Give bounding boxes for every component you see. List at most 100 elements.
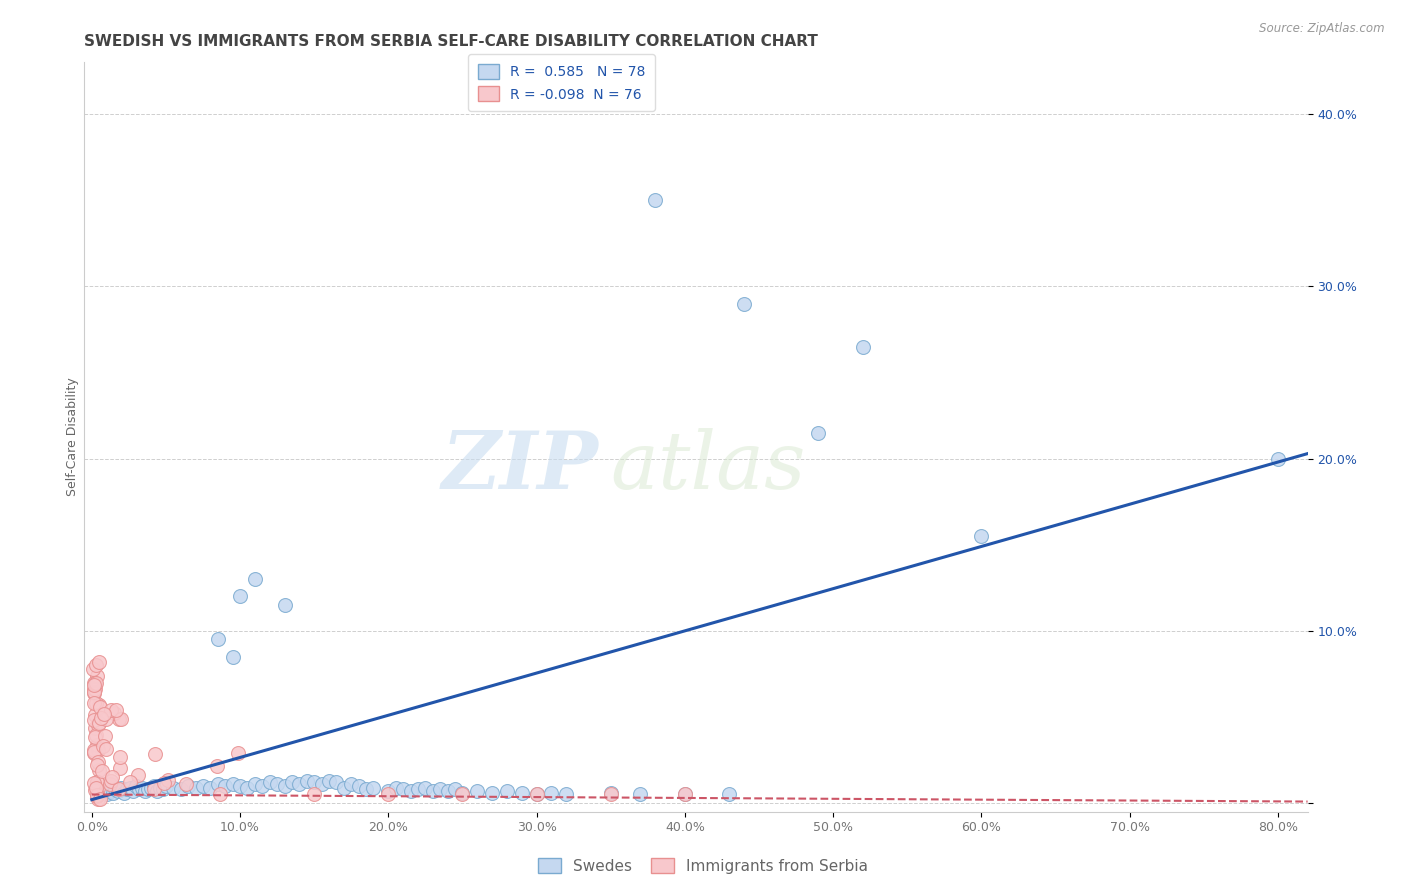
Point (94, 730, 117, 744)
Point (86, 669, 108, 683)
Point (93, 706, 115, 721)
Text: ZIP: ZIP (441, 428, 598, 506)
Point (200, 780, 222, 795)
Point (599, 788, 621, 802)
Point (108, 761, 131, 775)
Point (117, 782, 139, 797)
Point (852, 340, 875, 354)
Point (377, 784, 399, 798)
Point (93, 786, 115, 800)
Point (347, 779, 370, 793)
Point (228, 746, 250, 760)
Point (152, 782, 174, 797)
Point (354, 782, 377, 797)
Point (733, 296, 755, 310)
Text: SWEDISH VS IMMIGRANTS FROM SERBIA SELF-CARE DISABILITY CORRELATION CHART: SWEDISH VS IMMIGRANTS FROM SERBIA SELF-C… (84, 34, 818, 49)
Point (83, 776, 105, 790)
Point (139, 780, 162, 795)
Point (96, 788, 118, 802)
Point (302, 788, 325, 802)
Point (101, 786, 124, 800)
Point (83, 783, 105, 797)
Point (146, 784, 169, 798)
Point (82, 662, 104, 676)
Point (644, 193, 666, 207)
Point (718, 788, 741, 802)
Point (86, 739, 108, 753)
Point (170, 782, 193, 797)
Point (83, 678, 105, 692)
Point (100, 774, 122, 789)
Point (156, 772, 179, 787)
Point (84, 728, 107, 742)
Point (340, 777, 363, 791)
Point (86, 758, 108, 772)
Point (86, 789, 108, 803)
Point (191, 779, 214, 793)
Point (236, 780, 259, 795)
Point (207, 777, 229, 791)
Point (83, 696, 105, 710)
Point (110, 780, 132, 795)
Point (465, 784, 488, 798)
Point (555, 788, 578, 802)
Point (83, 745, 105, 759)
Point (83, 685, 105, 699)
Point (333, 780, 356, 795)
Point (136, 782, 159, 797)
Point (229, 779, 252, 793)
Point (87, 718, 110, 732)
Point (143, 779, 166, 793)
Point (208, 787, 231, 801)
Point (384, 780, 406, 795)
Point (108, 781, 131, 796)
Point (86, 788, 108, 802)
Point (83, 675, 105, 690)
Point (83, 743, 105, 757)
Point (83, 746, 105, 760)
Point (98, 776, 121, 790)
Point (84, 780, 107, 795)
Point (177, 779, 200, 793)
Point (84, 675, 107, 690)
Point (451, 788, 474, 802)
Point (96, 741, 118, 756)
Point (273, 779, 295, 793)
Point (540, 786, 562, 800)
Point (89, 792, 111, 806)
Point (273, 598, 295, 612)
Point (149, 780, 172, 795)
Point (266, 777, 288, 791)
Point (108, 712, 131, 726)
Point (87, 698, 110, 713)
Point (87, 763, 110, 777)
Point (207, 632, 229, 647)
Point (174, 777, 197, 791)
Point (221, 777, 243, 791)
Point (86, 696, 108, 710)
Point (392, 782, 415, 797)
Point (807, 425, 830, 440)
Point (120, 780, 142, 795)
Point (510, 786, 533, 800)
Point (444, 782, 467, 797)
Point (526, 788, 548, 802)
Point (112, 786, 135, 800)
Point (90, 764, 112, 778)
Point (243, 572, 266, 586)
Point (302, 775, 325, 789)
Point (673, 788, 696, 802)
Point (295, 773, 318, 788)
Point (970, 529, 993, 543)
Point (325, 775, 347, 789)
Point (87, 742, 110, 756)
Point (214, 779, 236, 793)
Y-axis label: Self-Care Disability: Self-Care Disability (66, 377, 79, 497)
Point (110, 712, 132, 726)
Point (84, 682, 107, 697)
Point (86, 792, 108, 806)
Point (103, 706, 125, 720)
Point (107, 784, 129, 798)
Point (83, 714, 105, 728)
Point (152, 776, 174, 790)
